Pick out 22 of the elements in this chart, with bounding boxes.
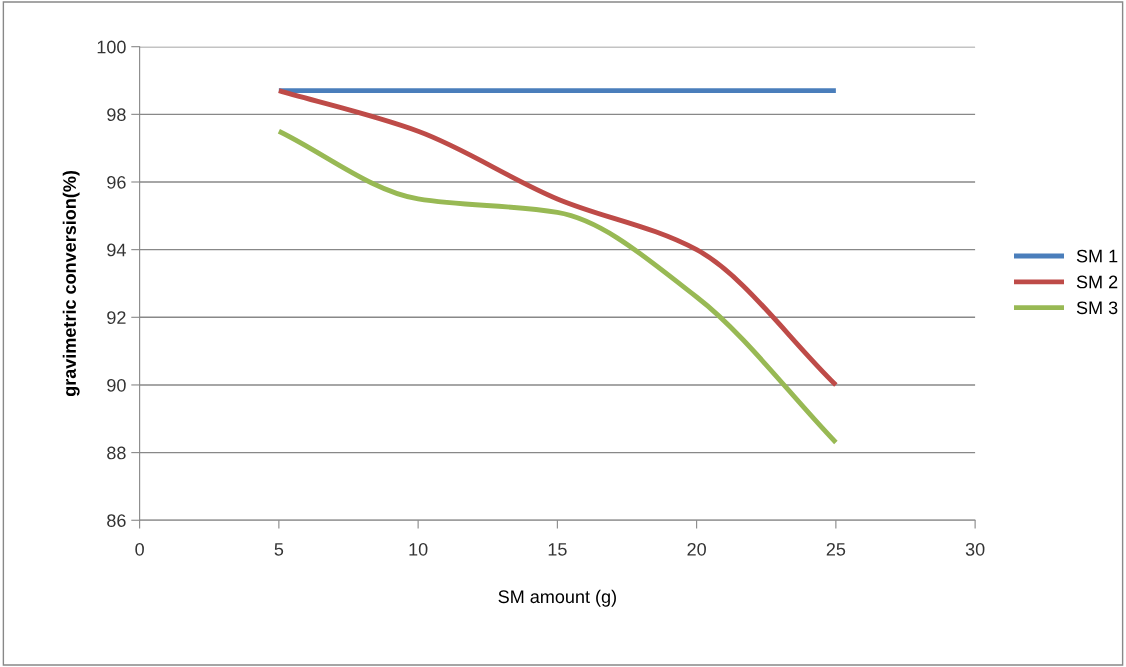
- y-tick-label: 98: [107, 108, 126, 122]
- y-tick-label: 96: [107, 175, 126, 189]
- line-series: [276, 128, 839, 445]
- x-tick-label: 5: [274, 543, 284, 556]
- y-tick-label: 94: [107, 243, 126, 257]
- x-axis-title: SM amount (g): [498, 589, 616, 607]
- line-series: [276, 88, 839, 388]
- y-tick-label: 92: [107, 311, 126, 325]
- y-tick-label: 100: [97, 40, 126, 54]
- y-tick-label: 86: [107, 514, 126, 527]
- legend-label: SM 3: [1076, 301, 1118, 315]
- y-tick-label: 90: [107, 378, 126, 392]
- x-tick-label: 0: [135, 542, 144, 556]
- legend-label: SM 2: [1076, 275, 1118, 289]
- x-tick-label: 30: [965, 542, 985, 556]
- x-tick-label: 10: [409, 542, 428, 556]
- x-tick-label: 15: [548, 543, 567, 556]
- legend-label: SM 1: [1076, 249, 1118, 263]
- x-tick-label: 25: [826, 542, 846, 556]
- y-axis-title: gravimetric conversion(%): [62, 170, 80, 397]
- x-tick-label: 20: [687, 542, 706, 556]
- y-tick-label: 88: [107, 446, 126, 460]
